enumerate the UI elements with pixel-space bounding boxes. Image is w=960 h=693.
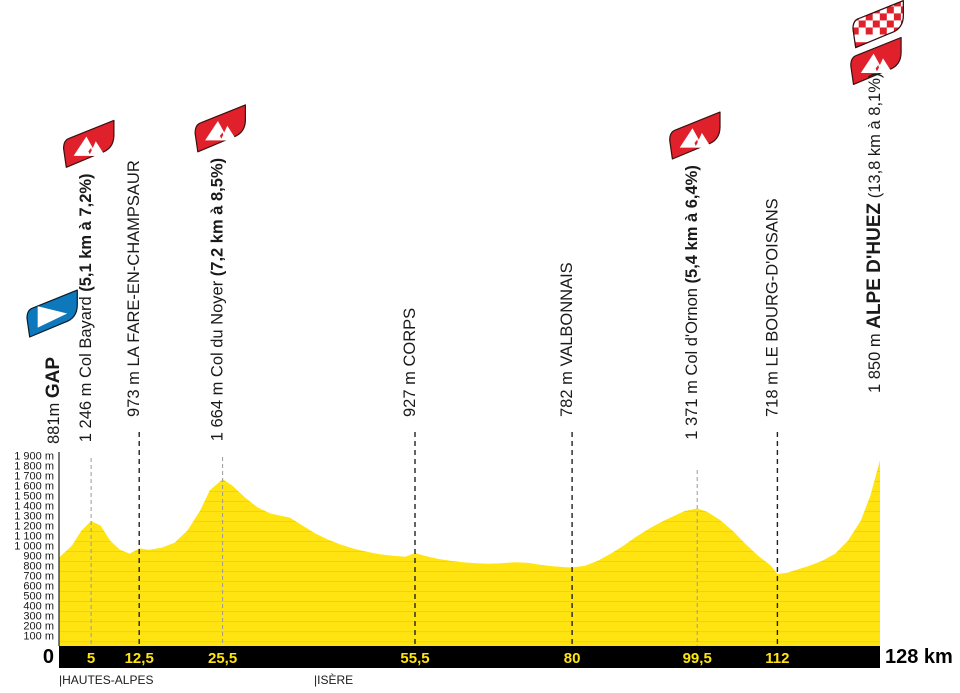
svg-text:718 m LE BOURG-D'OISANS: 718 m LE BOURG-D'OISANS bbox=[763, 198, 781, 417]
svg-text:55,5: 55,5 bbox=[400, 650, 429, 667]
svg-text:|HAUTES-ALPES: |HAUTES-ALPES bbox=[59, 673, 153, 687]
svg-text:1 850 m ALPE D'HUEZ (13,8 km à: 1 850 m ALPE D'HUEZ (13,8 km à 8,1%) bbox=[864, 73, 885, 393]
svg-text:1 246 m Col Bayard (5,1 km à 7: 1 246 m Col Bayard (5,1 km à 7,2%) bbox=[77, 173, 95, 442]
svg-text:782 m VALBONNAIS: 782 m VALBONNAIS bbox=[558, 262, 576, 417]
svg-text:25,5: 25,5 bbox=[208, 650, 237, 667]
svg-text:881m GAP: 881m GAP bbox=[43, 357, 64, 444]
svg-text:|ISÈRE: |ISÈRE bbox=[314, 672, 353, 687]
svg-text:0: 0 bbox=[43, 646, 54, 668]
svg-text:1 371 m Col d'Ornon (5,4 km à: 1 371 m Col d'Ornon (5,4 km à 6,4%) bbox=[683, 165, 701, 440]
svg-text:112: 112 bbox=[765, 650, 789, 667]
svg-text:5: 5 bbox=[87, 650, 95, 667]
svg-text:12,5: 12,5 bbox=[125, 650, 154, 667]
svg-text:100 m: 100 m bbox=[23, 631, 54, 643]
svg-text:99,5: 99,5 bbox=[683, 650, 712, 667]
svg-text:128 km: 128 km bbox=[885, 646, 953, 668]
svg-text:80: 80 bbox=[564, 650, 581, 667]
svg-text:1 664 m Col du Noyer (7,2 km à: 1 664 m Col du Noyer (7,2 km à 8,5%) bbox=[209, 158, 227, 441]
svg-text:973 m LA FARE-EN-CHAMPSAUR: 973 m LA FARE-EN-CHAMPSAUR bbox=[125, 160, 143, 417]
svg-text:927 m CORPS: 927 m CORPS bbox=[401, 308, 419, 417]
